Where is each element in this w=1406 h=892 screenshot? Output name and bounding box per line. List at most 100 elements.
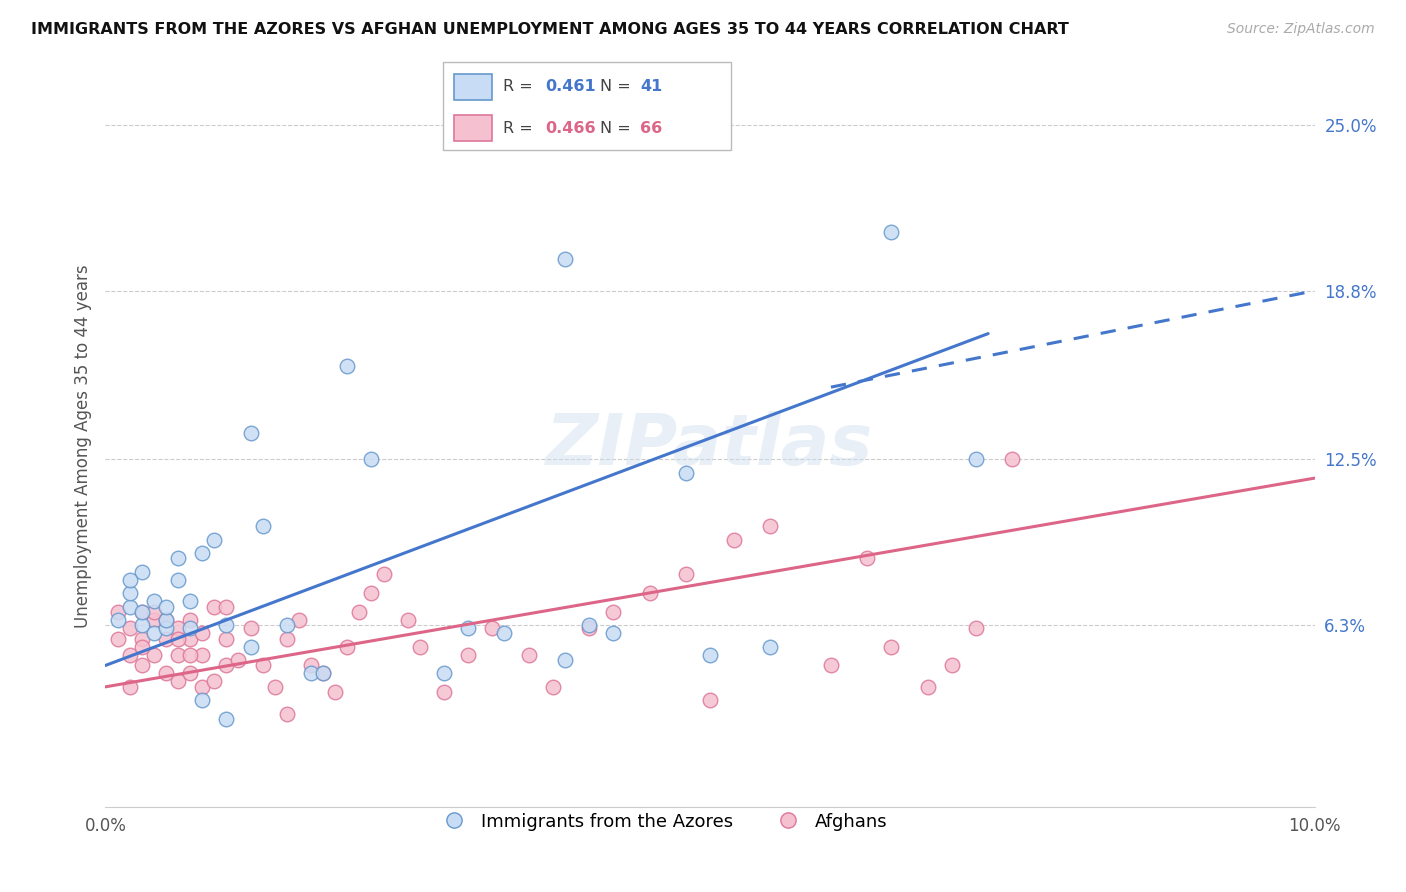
Point: [481, 621, 503, 635]
Text: R =: R =: [503, 79, 538, 95]
Point: [965, 621, 987, 635]
Point: [167, 621, 190, 635]
Point: [131, 605, 153, 619]
Point: [202, 599, 225, 614]
Bar: [454, 74, 492, 100]
Point: [179, 632, 201, 646]
Point: [179, 594, 201, 608]
Point: [107, 613, 129, 627]
Point: [336, 359, 359, 373]
Point: [202, 674, 225, 689]
Point: [155, 613, 177, 627]
Point: [155, 666, 177, 681]
Point: [457, 621, 479, 635]
Point: [118, 573, 141, 587]
Point: [433, 685, 456, 699]
Point: [191, 626, 214, 640]
Point: [699, 648, 721, 662]
Point: [299, 666, 322, 681]
Point: [699, 693, 721, 707]
Point: [433, 666, 456, 681]
Point: [349, 605, 371, 619]
Point: [409, 640, 432, 654]
Point: [494, 626, 516, 640]
Point: [215, 599, 238, 614]
Point: [131, 618, 153, 632]
Text: 66: 66: [640, 120, 662, 136]
Point: [965, 452, 987, 467]
Point: [396, 613, 419, 627]
Point: [215, 712, 238, 726]
Point: [638, 586, 661, 600]
Point: [191, 648, 214, 662]
Point: [202, 533, 225, 547]
Point: [142, 594, 165, 608]
Point: [155, 613, 177, 627]
Point: [179, 613, 201, 627]
Text: 0.466: 0.466: [546, 120, 596, 136]
Point: [578, 621, 600, 635]
Point: [675, 567, 697, 582]
Point: [941, 658, 963, 673]
Point: [118, 621, 141, 635]
Point: [252, 519, 274, 533]
Text: N =: N =: [600, 79, 636, 95]
Point: [554, 252, 576, 266]
Point: [759, 640, 782, 654]
Point: [880, 640, 903, 654]
Point: [239, 640, 262, 654]
Point: [820, 658, 842, 673]
Text: IMMIGRANTS FROM THE AZORES VS AFGHAN UNEMPLOYMENT AMONG AGES 35 TO 44 YEARS CORR: IMMIGRANTS FROM THE AZORES VS AFGHAN UNE…: [31, 22, 1069, 37]
Point: [118, 648, 141, 662]
Point: [167, 551, 190, 566]
Point: [167, 573, 190, 587]
Point: [312, 666, 335, 681]
Point: [239, 621, 262, 635]
Point: [239, 425, 262, 440]
Legend: Immigrants from the Azores, Afghans: Immigrants from the Azores, Afghans: [429, 805, 894, 838]
Point: [191, 546, 214, 560]
Point: [167, 674, 190, 689]
FancyBboxPatch shape: [443, 62, 731, 150]
Point: [312, 666, 335, 681]
Point: [252, 658, 274, 673]
Point: [373, 567, 395, 582]
Point: [602, 605, 624, 619]
Point: [179, 621, 201, 635]
Point: [856, 551, 879, 566]
Point: [759, 519, 782, 533]
Point: [288, 613, 311, 627]
Point: [142, 648, 165, 662]
Point: [107, 632, 129, 646]
Point: [191, 693, 214, 707]
Point: [131, 605, 153, 619]
Point: [276, 618, 298, 632]
Point: [167, 648, 190, 662]
Point: [131, 632, 153, 646]
Point: [118, 599, 141, 614]
Point: [276, 706, 298, 721]
Point: [155, 632, 177, 646]
Text: Source: ZipAtlas.com: Source: ZipAtlas.com: [1227, 22, 1375, 37]
Text: 41: 41: [640, 79, 662, 95]
Point: [602, 626, 624, 640]
Point: [142, 613, 165, 627]
Point: [323, 685, 346, 699]
Point: [360, 452, 382, 467]
Point: [142, 605, 165, 619]
Point: [118, 680, 141, 694]
Text: 0.461: 0.461: [546, 79, 596, 95]
Text: N =: N =: [600, 120, 636, 136]
Point: [107, 605, 129, 619]
Point: [167, 632, 190, 646]
Y-axis label: Unemployment Among Ages 35 to 44 years: Unemployment Among Ages 35 to 44 years: [73, 264, 91, 628]
Text: R =: R =: [503, 120, 538, 136]
Point: [276, 632, 298, 646]
Point: [215, 618, 238, 632]
Point: [336, 640, 359, 654]
Point: [360, 586, 382, 600]
Point: [155, 621, 177, 635]
Point: [263, 680, 285, 694]
Text: ZIPatlas: ZIPatlas: [547, 411, 873, 481]
Point: [191, 680, 214, 694]
